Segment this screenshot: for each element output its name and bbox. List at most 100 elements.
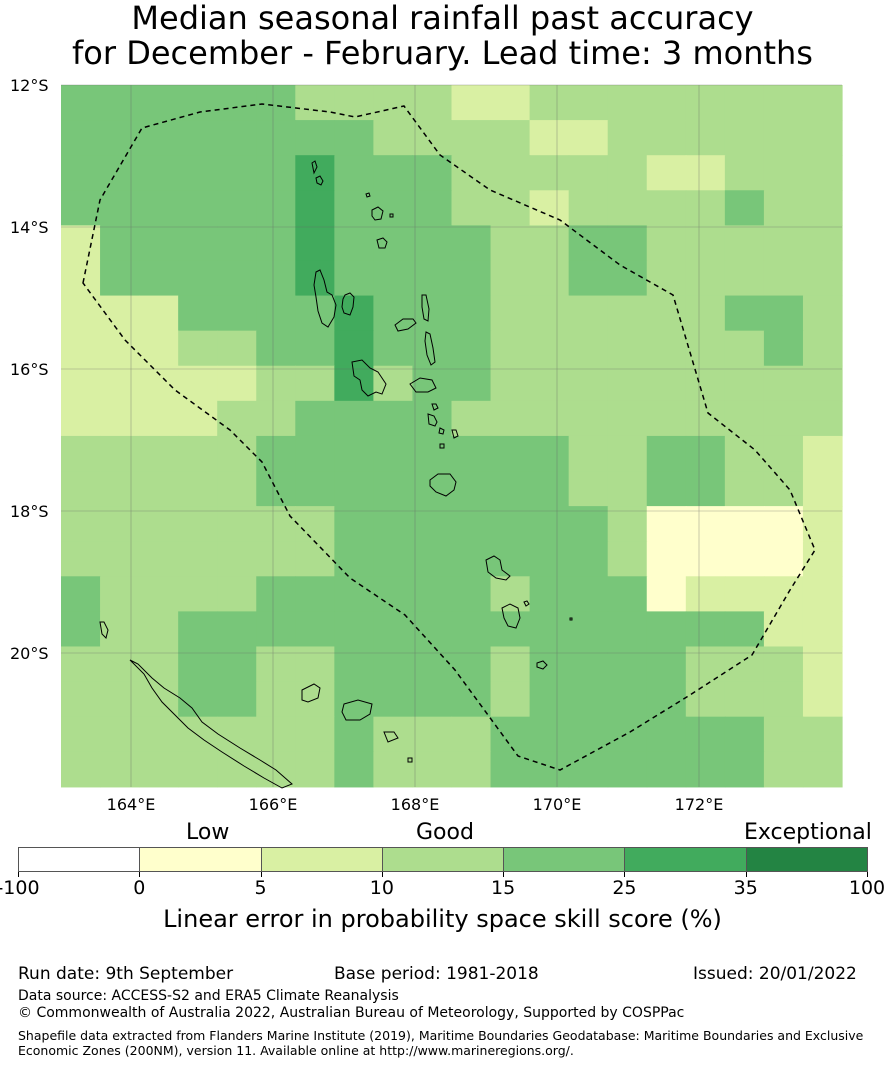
- lon-label-164e: 164°E: [106, 795, 156, 814]
- grid-cell: [646, 681, 687, 718]
- grid-cell: [802, 576, 843, 612]
- grid-cell: [724, 576, 765, 612]
- grid-cell: [412, 400, 453, 437]
- lat-label-18s: 18°S: [10, 502, 49, 521]
- grid-cell: [178, 646, 218, 683]
- grid-cell: [295, 190, 335, 226]
- grid-cell: [802, 681, 843, 718]
- grid-cell: [217, 681, 257, 718]
- skill-grid: [61, 85, 843, 788]
- grid-cell: [529, 190, 570, 226]
- grid-cell: [334, 295, 374, 332]
- island-ambrym: [409, 377, 437, 393]
- grid-cell: [607, 751, 648, 788]
- grid-cell: [490, 716, 531, 753]
- grid-cell: [334, 85, 374, 121]
- grid-cell: [217, 541, 257, 577]
- grid-cell: [451, 506, 492, 542]
- grid-cell: [178, 260, 218, 297]
- island-torres: [311, 160, 318, 175]
- grid-cell: [373, 646, 414, 683]
- grid-cell: [373, 365, 414, 402]
- grid-cell: [607, 120, 648, 156]
- grid-cell: [607, 681, 648, 718]
- grid-cell: [295, 576, 335, 612]
- grid-cell: [490, 85, 531, 121]
- grid-cell: [490, 365, 531, 402]
- grid-cell: [334, 471, 374, 507]
- grid-cell: [451, 120, 492, 156]
- grid-cell: [685, 260, 726, 297]
- grid-cell: [724, 681, 765, 718]
- grid-cell: [334, 751, 374, 788]
- island-aoba: [394, 318, 417, 332]
- grid-cell: [529, 611, 570, 648]
- grid-cell: [763, 681, 804, 718]
- grid-cell: [61, 611, 101, 648]
- grid-cell: [763, 190, 804, 226]
- grid-cell: [607, 190, 648, 226]
- grid-cell: [763, 155, 804, 191]
- grid-cell: [217, 506, 257, 542]
- grid-cell: [412, 751, 453, 788]
- island-shepherd-2: [451, 429, 459, 439]
- grid-cell: [217, 400, 257, 437]
- grid-cell: [61, 716, 101, 753]
- grid-cell: [100, 681, 140, 718]
- island-aniwa: [523, 600, 530, 607]
- island-merelava: [376, 237, 388, 249]
- lon-label-172e: 172°E: [674, 795, 724, 814]
- grid-cell: [61, 751, 101, 788]
- grid-cell: [724, 646, 765, 683]
- grid-cell: [763, 506, 804, 542]
- grid-cell: [139, 576, 179, 612]
- grid-cell: [646, 260, 687, 297]
- grid-cell: [529, 260, 570, 297]
- grid-cell: [451, 365, 492, 402]
- grid-cell: [451, 225, 492, 262]
- grid-cell: [490, 155, 531, 191]
- grid-cell: [139, 120, 179, 156]
- grid-cell: [568, 471, 609, 507]
- lon-label-168e: 168°E: [390, 795, 440, 814]
- grid-cell: [802, 190, 843, 226]
- grid-cell: [568, 260, 609, 297]
- colorbar-tick-label: 15: [491, 877, 516, 899]
- grid-cell: [763, 365, 804, 402]
- grid-cell: [217, 295, 257, 332]
- grid-cell: [646, 155, 687, 191]
- grid-cell: [529, 716, 570, 753]
- grid-cell: [802, 611, 843, 648]
- grid-cell: [178, 471, 218, 507]
- grid-cell: [412, 365, 453, 402]
- grid-cell: [412, 295, 453, 332]
- grid-cell: [529, 330, 570, 367]
- grid-cell: [724, 611, 765, 648]
- run-date: Run date: 9th September: [18, 964, 234, 984]
- grid-cell: [256, 471, 296, 507]
- grid-cell: [646, 506, 687, 542]
- grid-cell: [100, 225, 140, 262]
- grid-cell: [100, 435, 140, 472]
- grid-cell: [685, 751, 726, 788]
- grid-cell: [763, 646, 804, 683]
- grid-cell: [646, 716, 687, 753]
- lat-label-14s: 14°S: [10, 218, 49, 237]
- grid-cell: [256, 716, 296, 753]
- grid-cell: [607, 400, 648, 437]
- grid-cell: [490, 751, 531, 788]
- grid-cell: [763, 541, 804, 577]
- shapefile-credit-1: Shapefile data extracted from Flanders M…: [18, 1028, 864, 1043]
- grid-cell: [334, 435, 374, 472]
- grid-cell: [139, 611, 179, 648]
- grid-cell: [217, 85, 257, 121]
- grid-cell: [490, 471, 531, 507]
- island-vanualava: [315, 175, 324, 186]
- grid-cell: [451, 646, 492, 683]
- grid-cell: [451, 190, 492, 226]
- island-emae: [439, 443, 445, 449]
- grid-cell: [217, 471, 257, 507]
- island-epi: [427, 413, 438, 427]
- grid-cell: [529, 85, 570, 121]
- grid-cell: [646, 85, 687, 121]
